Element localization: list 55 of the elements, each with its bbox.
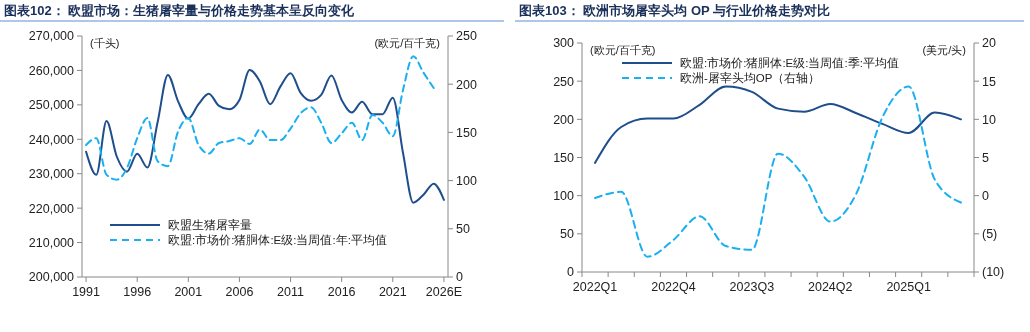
legend-label: 欧洲-屠宰头均OP（右轴） xyxy=(680,71,821,86)
y-tick-label: 0 xyxy=(567,265,575,280)
y2-tick-label: 200 xyxy=(456,77,477,92)
y-tick-label: 210,000 xyxy=(28,235,75,250)
y2-axis-title: (欧元/百千克) xyxy=(374,37,440,49)
y-tick-label: 230,000 xyxy=(28,167,75,182)
y-tick-label: 240,000 xyxy=(28,132,75,147)
x-tick-label: 2022Q4 xyxy=(651,280,696,294)
y2-tick-label: 15 xyxy=(982,74,996,89)
line-series xyxy=(594,85,962,164)
y2-tick-label: 0 xyxy=(456,270,463,285)
y2-tick-label: 5 xyxy=(982,150,989,165)
y-tick-label: 260,000 xyxy=(28,63,75,78)
y-tick-label: 100 xyxy=(553,189,575,204)
y2-tick-label: 0 xyxy=(982,189,989,204)
y2-tick-label: 150 xyxy=(456,125,477,140)
y2-tick-label: 50 xyxy=(456,222,470,237)
y-tick-label: 200 xyxy=(553,112,575,127)
y-tick-label: 300 xyxy=(553,36,575,51)
line-series xyxy=(85,69,445,204)
x-tick-label: 2024Q2 xyxy=(808,280,853,294)
y-tick-label: 250 xyxy=(553,74,575,89)
x-tick-label: 1991 xyxy=(72,285,101,299)
legend-label: 欧盟生猪屠宰量 xyxy=(168,218,252,232)
y-tick-label: 220,000 xyxy=(28,201,75,216)
y2-tick-label: 20 xyxy=(982,36,996,51)
y2-tick-label: 250 xyxy=(456,29,477,44)
chart-title: 图表102： 欧盟市场：生猪屠宰量与价格走势基本呈反向变化 xyxy=(4,3,356,18)
x-tick-label: 2006 xyxy=(225,285,254,299)
y-tick-label: 250,000 xyxy=(28,98,75,113)
x-tick-label: 2026E xyxy=(425,285,462,299)
y-tick-label: 270,000 xyxy=(28,29,75,44)
y-tick-label: 200,000 xyxy=(28,270,75,285)
x-tick-label: 2025Q1 xyxy=(886,280,931,294)
x-tick-label: 2001 xyxy=(174,285,203,299)
x-tick-label: 2023Q3 xyxy=(729,280,775,294)
x-tick-label: 1996 xyxy=(123,285,152,299)
x-tick-label: 2022Q1 xyxy=(572,280,618,294)
y-tick-label: 150 xyxy=(553,150,575,165)
legend-label: 欧盟:市场价:猪胴体:E级:当周值:年:平均值 xyxy=(168,233,387,247)
x-tick-label: 2011 xyxy=(277,285,305,299)
line-series xyxy=(594,85,962,258)
x-tick-label: 2021 xyxy=(378,285,407,299)
y-axis-title: (千头) xyxy=(90,37,120,49)
y2-tick-label: 100 xyxy=(456,173,477,188)
chart-title: 图表103： 欧洲市场屠宰头均 OP 与行业价格走势对比 xyxy=(519,3,831,18)
line-series xyxy=(85,55,435,181)
y2-tick-label: 10 xyxy=(982,112,996,127)
y-axis-title: (欧元/百千克) xyxy=(590,44,656,56)
legend-label: 欧盟:市场价:猪胴体:E级:当周值:季:平均值 xyxy=(680,56,899,70)
x-tick-label: 2016 xyxy=(327,285,356,299)
y2-axis-title: (美元/头) xyxy=(922,44,966,56)
y2-tick-label: (5) xyxy=(982,227,998,242)
y-tick-label: 50 xyxy=(560,227,575,242)
y2-tick-label: (10) xyxy=(982,265,1005,280)
